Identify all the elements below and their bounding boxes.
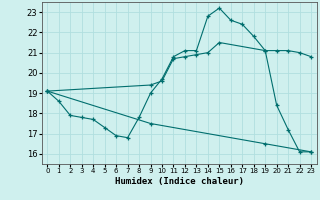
X-axis label: Humidex (Indice chaleur): Humidex (Indice chaleur) bbox=[115, 177, 244, 186]
